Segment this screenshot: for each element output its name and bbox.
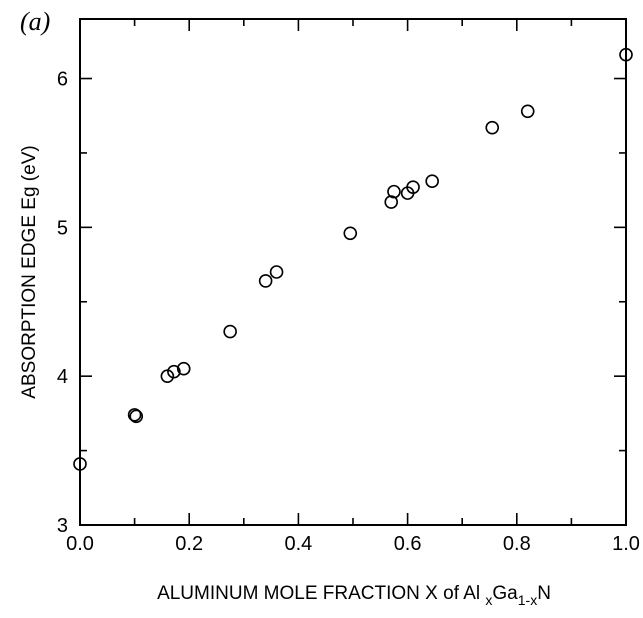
x-tick-label: 1.0 [612, 533, 640, 555]
y-axis-title: ABSORPTION EDGE Eg (eV) [19, 145, 40, 398]
data-point [485, 120, 500, 135]
x-axis-title-main: ALUMINUM MOLE FRACTION X of Al [157, 583, 485, 604]
data-point [73, 457, 87, 471]
data-point [269, 265, 284, 279]
y-tick-label: 4 [57, 366, 68, 388]
data-point [167, 364, 181, 379]
tick-labels: 0.0 0.2 0.4 0.6 0.8 1.0 3 4 5 6 [57, 69, 640, 555]
ticks [79, 19, 627, 526]
x-axis-title-end: N [537, 583, 551, 604]
data-point [176, 361, 191, 376]
x-tick-label: 0.4 [284, 533, 312, 555]
data-point [406, 180, 420, 194]
x-axis-title: ALUMINUM MOLE FRACTION X of Al xGa1-xN [157, 583, 551, 608]
data-point [619, 47, 633, 62]
panel-label: (a) [20, 7, 50, 36]
x-axis-title-mid: Ga [492, 583, 518, 604]
x-tick-label: 0.8 [503, 533, 531, 555]
x-tick-label: 0.0 [66, 533, 94, 555]
x-axis-title-sub2: 1-x [518, 592, 537, 608]
data-points [73, 47, 633, 471]
x-tick-label: 0.6 [394, 533, 422, 555]
data-point [258, 274, 273, 288]
data-point [425, 174, 439, 189]
data-point [387, 184, 401, 199]
y-tick-label: 3 [57, 515, 68, 537]
data-point [384, 195, 399, 209]
data-point [520, 104, 535, 119]
plot-frame [79, 18, 627, 526]
x-axis-title-sub1: x [485, 592, 492, 608]
data-point [127, 408, 142, 422]
data-point [343, 226, 358, 241]
y-tick-label: 6 [57, 69, 68, 91]
data-point [223, 324, 237, 339]
y-tick-label: 5 [57, 217, 68, 239]
x-tick-label: 0.2 [175, 533, 203, 555]
data-point [129, 409, 144, 424]
